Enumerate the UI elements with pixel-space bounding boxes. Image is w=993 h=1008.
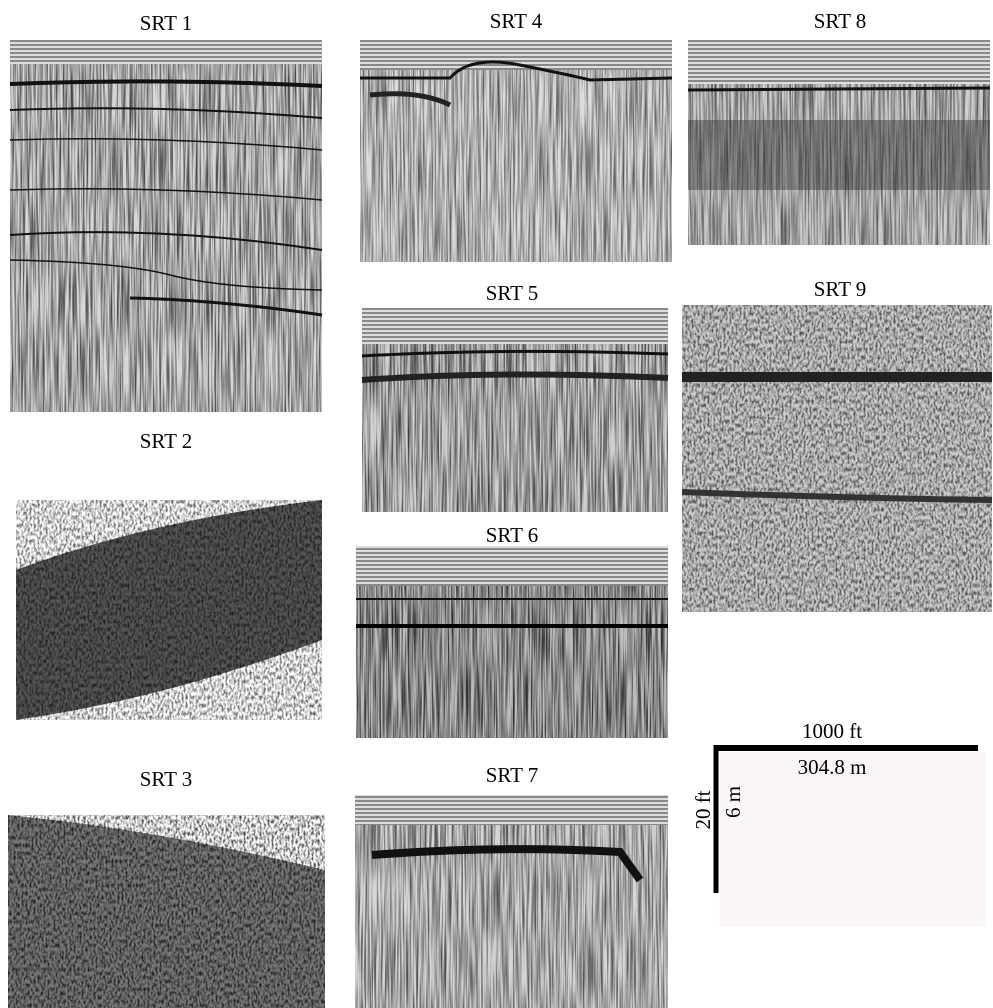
panel-title: SRT 1 <box>140 11 193 35</box>
reflector <box>682 372 992 382</box>
panel: SRT 4 <box>360 9 673 262</box>
panel: SRT 7 <box>355 763 668 1008</box>
scale-label: 6 m <box>721 786 745 818</box>
profile-texture <box>355 795 668 1008</box>
scale-bar-background <box>720 752 986 927</box>
scale-label: 1000 ft <box>802 719 862 743</box>
profile-header <box>362 308 668 344</box>
panel: SRT 9 <box>681 277 993 612</box>
reflector <box>361 349 669 358</box>
panel: SRT 2 <box>16 429 322 720</box>
panel: SRT 3 <box>8 767 325 1008</box>
profile-texture <box>682 305 992 612</box>
panel: SRT 6 <box>356 523 668 738</box>
reflector <box>371 845 644 883</box>
panel-title: SRT 2 <box>140 429 193 453</box>
profile-header <box>10 40 322 64</box>
panel: SRT 1 <box>9 11 323 412</box>
panel-title: SRT 9 <box>814 277 867 301</box>
dark-layer <box>688 120 990 190</box>
reflector <box>361 371 669 383</box>
profile-texture <box>360 40 672 262</box>
scale-label: 20 ft <box>691 790 715 829</box>
panel-title: SRT 8 <box>814 9 867 33</box>
reflector <box>681 489 993 503</box>
panel-title: SRT 7 <box>486 763 539 787</box>
scale-label: 304.8 m <box>798 755 867 779</box>
panel: SRT 5 <box>361 281 669 512</box>
profile-header <box>355 795 668 825</box>
reflector <box>369 91 452 108</box>
panel-title: SRT 3 <box>140 767 193 791</box>
panel: SRT 8 <box>687 9 991 245</box>
profile-texture <box>10 40 322 412</box>
reflector <box>687 86 991 92</box>
profile-texture <box>8 815 325 1008</box>
panel-title: SRT 4 <box>490 9 543 33</box>
reflectors <box>9 79 323 317</box>
profile-texture <box>16 500 322 720</box>
reflector <box>360 60 673 82</box>
scale-bar: 1000 ft 304.8 m 20 ft 6 m <box>691 719 986 927</box>
panel-title: SRT 5 <box>486 281 539 305</box>
profile-header <box>356 546 668 586</box>
profile-header <box>688 40 990 84</box>
panel-title: SRT 6 <box>486 523 539 547</box>
